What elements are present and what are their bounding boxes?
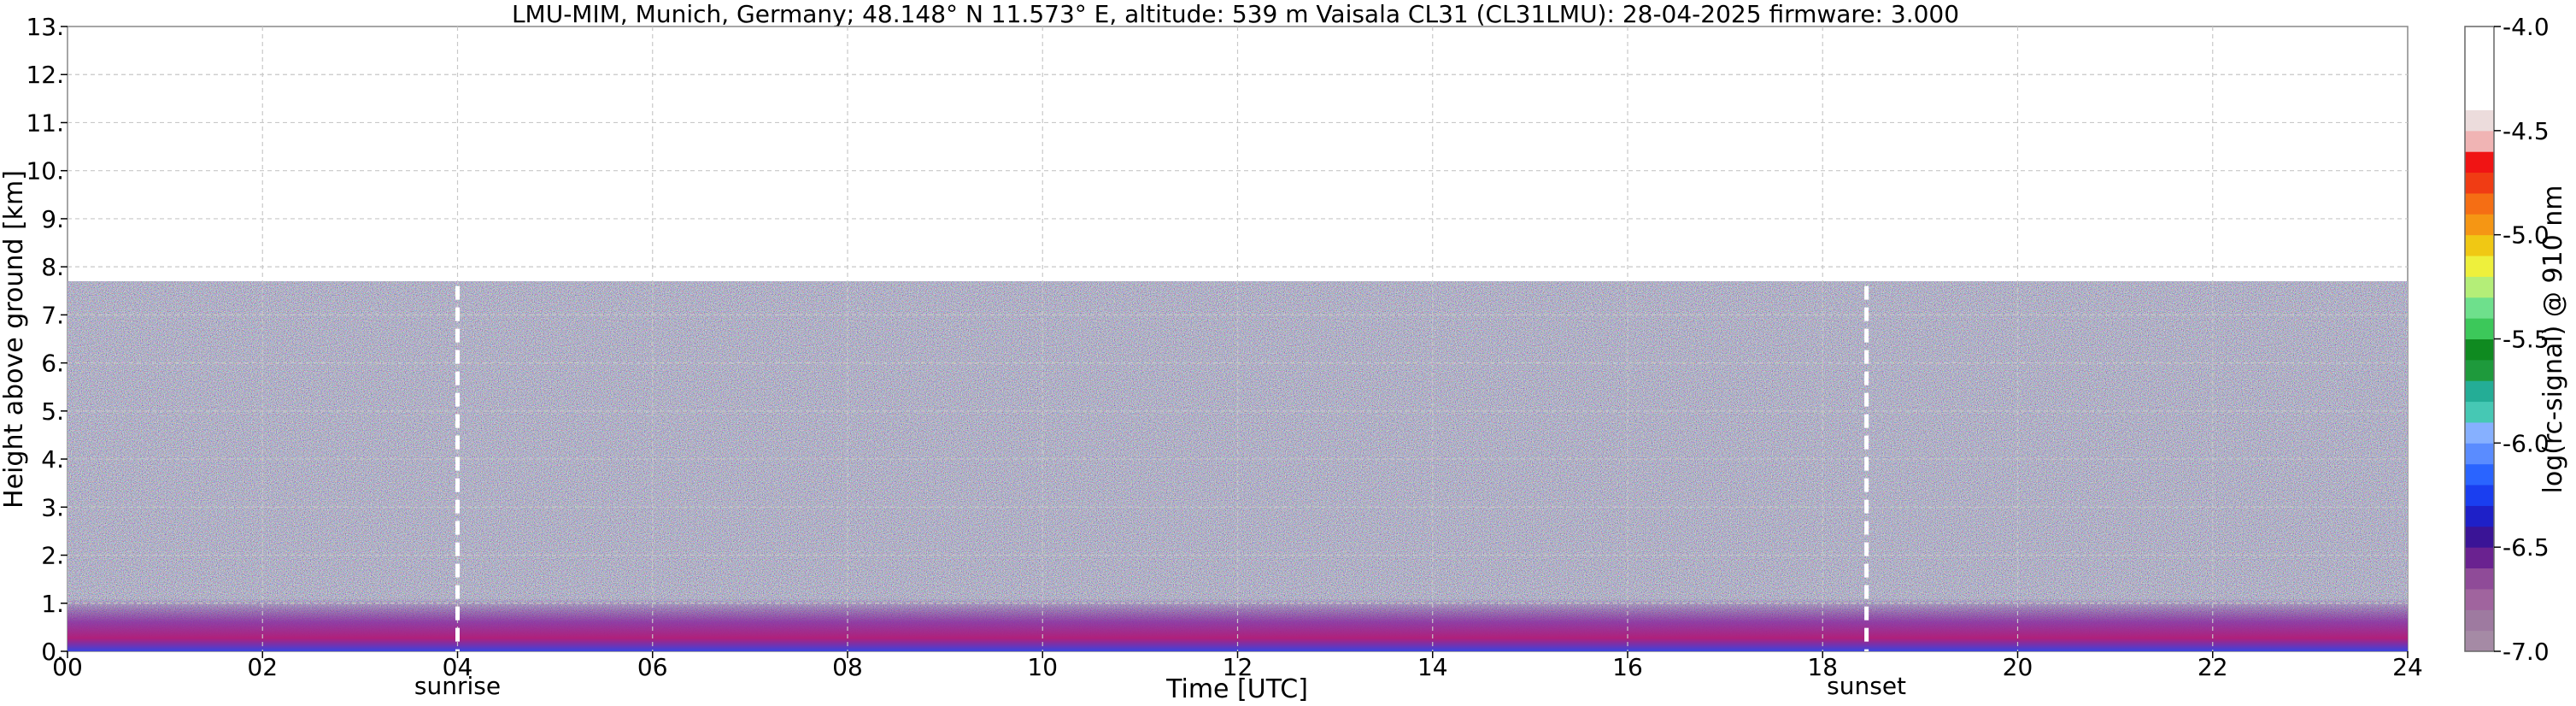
colorbar-swatch — [2465, 547, 2494, 569]
colorbar-swatch — [2465, 276, 2494, 298]
colorbar-swatch — [2465, 26, 2494, 48]
y-tick-label: 10. — [26, 157, 64, 185]
colorbar: -7.0 -6.5 -6.0 -5.5 -5.0 -4.5 -4.0 — [2464, 13, 2550, 666]
colorbar-swatch — [2465, 214, 2494, 236]
x-tick-label: 10 — [1027, 653, 1058, 681]
y-tick-label: 2. — [41, 542, 64, 570]
colorbar-tick-label: -5.0 — [2503, 221, 2550, 250]
colorbar-tick-label: -4.5 — [2503, 117, 2550, 145]
colorbar-swatch — [2465, 47, 2494, 69]
colorbar-swatch — [2465, 130, 2494, 152]
colorbar-swatch — [2465, 526, 2494, 548]
colorbar-tick-label: -4.0 — [2503, 13, 2550, 41]
colorbar-swatch — [2465, 297, 2494, 319]
colorbar-swatch — [2465, 463, 2494, 485]
y-tick-label: 3. — [41, 493, 64, 521]
x-tick-label: 24 — [2392, 653, 2423, 681]
colorbar-swatch — [2465, 630, 2494, 652]
colorbar-swatch — [2465, 68, 2494, 90]
y-axis-label: Height above ground [km] — [0, 170, 29, 509]
x-tick-label: 00 — [52, 653, 83, 681]
y-tick-label: 5. — [41, 397, 64, 426]
colorbar-swatch — [2465, 443, 2494, 465]
x-tick-label: 08 — [832, 653, 863, 681]
sunrise-label: sunrise — [414, 672, 501, 700]
colorbar-swatch — [2465, 609, 2494, 632]
y-tick-label: 6. — [41, 350, 64, 378]
colorbar-tick-label: -7.0 — [2503, 638, 2550, 666]
y-tick-label: 9. — [41, 205, 64, 233]
y-tick-label: 13. — [26, 13, 64, 41]
x-tick-label: 06 — [637, 653, 668, 681]
chart-title: LMU-MIM, Munich, Germany; 48.148° N 11.5… — [512, 0, 1959, 28]
y-tick-label: 1. — [41, 590, 64, 618]
colorbar-tick-label: -6.5 — [2503, 533, 2550, 562]
colorbar-swatch — [2465, 421, 2494, 444]
y-tick-label: 12. — [26, 61, 64, 89]
x-tick-label: 02 — [247, 653, 278, 681]
colorbar-swatch — [2465, 151, 2494, 174]
grid — [67, 26, 2408, 651]
colorbar-swatch — [2465, 380, 2494, 403]
colorbar-swatch — [2465, 234, 2494, 256]
colorbar-swatch — [2465, 485, 2494, 506]
colorbar-swatch — [2465, 338, 2494, 361]
y-axis: 0. 1. 2. 3. 4. 5. 6. 7. 8. 9. 10. 11. 12. 13. — [26, 13, 67, 666]
y-tick-label: 7. — [41, 301, 64, 329]
y-tick-label: 4. — [41, 445, 64, 474]
y-tick-label: 8. — [41, 253, 64, 281]
colorbar-swatch — [2465, 256, 2494, 277]
x-tick-label: 18 — [1807, 653, 1838, 681]
x-axis: 00 02 04 06 08 10 12 14 16 18 20 22 24 — [52, 651, 2423, 681]
x-tick-label: 04 — [443, 653, 473, 681]
x-axis-label: Time [UTC] — [1165, 674, 1308, 704]
colorbar-swatch — [2465, 505, 2494, 527]
x-tick-label: 12 — [1223, 653, 1253, 681]
plot-area: sunrise sunset — [67, 26, 2409, 700]
x-tick-label: 14 — [1417, 653, 1448, 681]
colorbar-swatch — [2465, 89, 2494, 110]
x-tick-label: 20 — [2003, 653, 2033, 681]
colorbar-swatch — [2465, 318, 2494, 339]
event-markers: sunrise sunset — [414, 285, 1906, 700]
colorbar-swatch — [2465, 401, 2494, 423]
y-tick-label: 11. — [26, 109, 64, 137]
colorbar-swatch — [2465, 192, 2494, 215]
colorbar-tick-label: -6.0 — [2503, 429, 2550, 457]
y-tick-label: 0. — [41, 638, 64, 666]
colorbar-swatch — [2465, 172, 2494, 194]
sunset-label: sunset — [1827, 672, 1906, 700]
colorbar-swatch — [2465, 109, 2494, 132]
colorbar-tick-label: -5.5 — [2503, 326, 2550, 354]
x-tick-label: 22 — [2198, 653, 2228, 681]
colorbar-label: log(rc-signal) @ 910 nm — [2538, 185, 2568, 494]
colorbar-swatch — [2465, 359, 2494, 381]
colorbar-swatch — [2465, 588, 2494, 610]
x-tick-label: 16 — [1612, 653, 1643, 681]
colorbar-swatch — [2465, 568, 2494, 590]
